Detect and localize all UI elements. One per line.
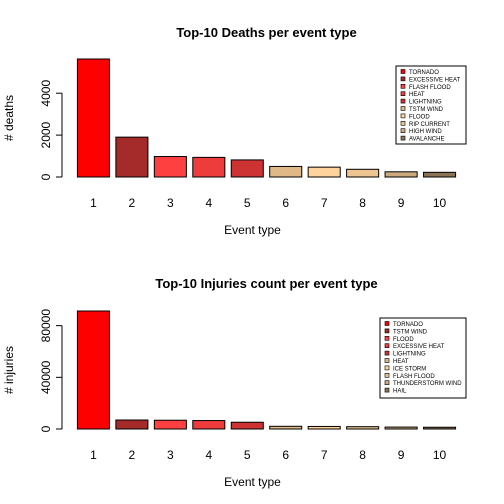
legend-entry: RIP CURRENT [409, 122, 450, 128]
bar-6 [270, 426, 302, 429]
legend-swatch [385, 344, 389, 348]
legend-entry: FLASH FLOOD [409, 85, 451, 91]
x-tick-label: 10 [433, 448, 447, 462]
x-tick-label: 3 [167, 448, 174, 462]
legend-swatch [385, 329, 389, 333]
x-tick-label: 7 [321, 448, 328, 462]
y-tick-label: 40000 [39, 360, 53, 394]
bar-10 [424, 172, 456, 177]
legend-entry: AVALANCHE [409, 137, 444, 143]
x-tick-label: 2 [129, 448, 136, 462]
bar-1 [77, 59, 109, 177]
legend-entry: HEAT [409, 92, 425, 98]
legend-swatch [401, 129, 405, 133]
legend-swatch [385, 388, 389, 392]
x-tick-label: 9 [398, 448, 405, 462]
x-tick-label: 10 [433, 196, 447, 210]
bar-4 [193, 157, 225, 177]
legend-entry: FLOOD [409, 114, 430, 120]
legend-swatch [401, 92, 405, 96]
legend-entry: HAIL [393, 389, 407, 395]
x-tick-label: 2 [129, 196, 136, 210]
legend-entry: TORNADO [409, 70, 439, 76]
legend-entry: FLASH FLOOD [393, 374, 435, 380]
chart-title: Top-10 Injuries count per event type [155, 276, 377, 291]
legend-swatch [385, 373, 389, 377]
bar-6 [270, 166, 302, 177]
x-tick-label: 9 [398, 196, 405, 210]
x-tick-label: 4 [205, 196, 212, 210]
legend-entry: TSTM WIND [393, 329, 428, 335]
bar-4 [193, 421, 225, 429]
legend-swatch [401, 84, 405, 88]
y-tick-label: 4000 [39, 80, 53, 107]
legend-swatch [385, 322, 389, 326]
chart-title: Top-10 Deaths per event type [176, 25, 356, 40]
bar-5 [231, 160, 263, 177]
legend-swatch [401, 77, 405, 81]
x-tick-label: 7 [321, 196, 328, 210]
bar-1 [77, 311, 109, 429]
legend-swatch [385, 366, 389, 370]
x-tick-label: 6 [282, 196, 289, 210]
legend-entry: HEAT [393, 359, 409, 365]
x-tick-label: 6 [282, 448, 289, 462]
legend-entry: HIGH WIND [409, 129, 442, 135]
x-tick-label: 5 [244, 196, 251, 210]
legend-entry: EXCESSIVE HEAT [409, 77, 461, 83]
x-tick-label: 8 [359, 448, 366, 462]
bar-3 [154, 157, 186, 177]
legend-swatch [401, 107, 405, 111]
legend-swatch [401, 121, 405, 125]
y-tick-label: 0 [39, 425, 53, 432]
y-tick-label: 2000 [39, 121, 53, 148]
y-axis-label: # deaths [2, 95, 16, 141]
bar-8 [347, 169, 379, 177]
x-tick-label: 4 [205, 448, 212, 462]
bar-7 [308, 167, 340, 177]
legend-entry: FLOOD [393, 337, 414, 343]
y-axis-label: # injuries [2, 346, 16, 394]
bar-9 [385, 172, 417, 177]
legend-swatch [385, 359, 389, 363]
bar-8 [347, 427, 379, 429]
x-axis-label: Event type [224, 223, 281, 237]
x-tick-label: 3 [167, 196, 174, 210]
bar-3 [154, 420, 186, 429]
bar-7 [308, 426, 340, 429]
legend-swatch [401, 114, 405, 118]
legend-entry: EXCESSIVE HEAT [393, 344, 445, 350]
legend-entry: TORNADO [393, 322, 423, 328]
legend-swatch [401, 99, 405, 103]
legend-swatch [385, 351, 389, 355]
bar-10 [424, 427, 456, 429]
y-tick-label: 80000 [39, 309, 53, 343]
bar-9 [385, 427, 417, 429]
legend-swatch [401, 136, 405, 140]
x-tick-label: 1 [90, 196, 97, 210]
x-tick-label: 5 [244, 448, 251, 462]
legend-entry: LIGHTNING [393, 352, 426, 358]
legend-entry: ICE STORM [393, 366, 426, 372]
legend-swatch [385, 336, 389, 340]
bar-2 [116, 420, 148, 429]
bar-2 [116, 137, 148, 177]
bar-5 [231, 422, 263, 429]
legend-swatch [401, 70, 405, 74]
legend-swatch [385, 381, 389, 385]
y-tick-label: 0 [39, 173, 53, 180]
x-axis-label: Event type [224, 475, 281, 489]
legend-entry: THUNDERSTORM WIND [393, 381, 462, 387]
legend-entry: TSTM WIND [409, 107, 444, 113]
x-tick-label: 1 [90, 448, 97, 462]
x-tick-label: 8 [359, 196, 366, 210]
legend-entry: LIGHTNING [409, 100, 442, 106]
